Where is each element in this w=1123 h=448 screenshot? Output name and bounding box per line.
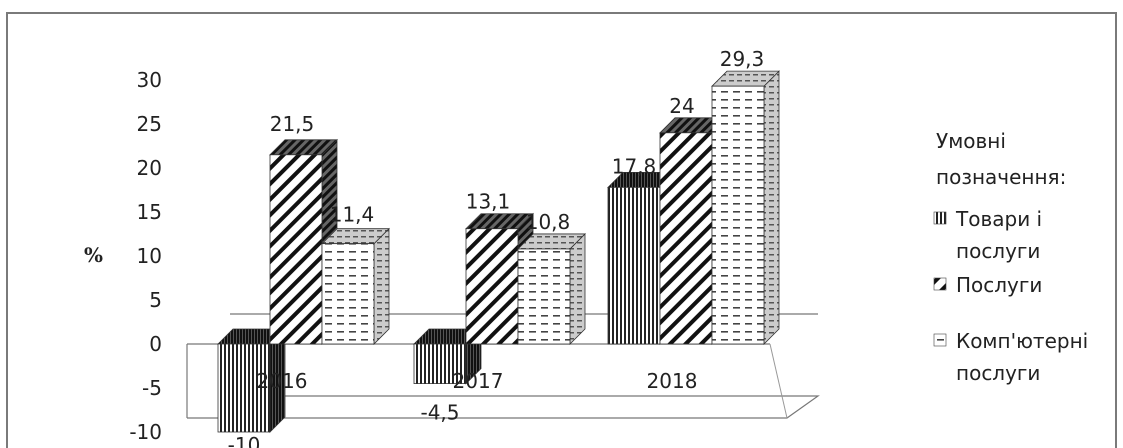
y-axis-title: % [84,243,103,267]
bar-front-face [711,85,765,345]
right-floor-edge [769,343,788,419]
bar-front-face [269,154,323,345]
legend-title: Умовні [936,129,1006,153]
bar-3-2017 [517,232,586,345]
data-label: 13,1 [466,190,511,214]
y-tick-label: 5 [149,288,162,312]
legend-entry: Товари і послуги [933,207,1042,263]
data-label: 11,4 [330,203,375,227]
data-labels: -10 21,5 11,4 -4,5 13,1 10,8 17,8 24 29,3 [228,47,765,448]
bar-front-face [607,186,661,345]
y-tick-label: -5 [142,376,162,400]
category-labels: 2016 2017 2018 [257,369,698,393]
y-tick-label: -10 [129,420,162,444]
chart-bars [217,70,780,433]
bar-front-face [465,228,519,345]
y-tick-label: 10 [137,244,162,268]
data-label: 10,8 [526,210,571,234]
y-axis-ticks: 30 25 20 15 10 5 0 -5 -10 [129,68,162,444]
data-label: 21,5 [270,112,315,136]
y-tick-label: 20 [137,156,162,180]
bar-side-face [373,227,390,345]
bar-front-face [321,243,375,345]
data-label: -10 [228,433,261,448]
legend-swatch [933,211,947,225]
bar-front-face [413,343,467,384]
legend-label: Товари і [955,207,1042,231]
category-label: 2017 [453,369,504,393]
data-label: -4,5 [420,401,459,425]
bar-front-face [659,132,713,345]
legend-label: Комп'ютерні [956,329,1088,353]
data-label: 29,3 [720,47,765,71]
data-label: 17,8 [612,154,657,178]
legend-swatch [933,277,947,291]
bar-front-face [517,248,571,345]
bar-3-2016 [321,227,390,345]
floor-outline [187,395,820,419]
chart-legend: Умовні позначення: Товари і послуги Послуги К… [933,129,1088,385]
y-tick-label: 15 [137,200,162,224]
legend-entry: Комп'ютерні послуги [933,329,1088,385]
legend-swatch [933,333,947,347]
chart-frame [6,12,1117,448]
bar-side-face [569,232,586,345]
y-tick-label: 25 [137,112,162,136]
bar-3-2018 [711,70,780,345]
bar-side-face [763,70,780,345]
category-label: 2018 [647,369,698,393]
legend-label: послуги [956,361,1040,385]
legend-label: послуги [956,239,1040,263]
y-tick-label: 30 [137,68,162,92]
data-label: 24 [669,94,694,118]
category-label: 2016 [257,369,308,393]
y-tick-label: 0 [149,332,162,356]
bar-front-face [217,343,271,433]
legend-label: Послуги [956,273,1042,297]
legend-title: позначення: [936,165,1066,189]
legend-entry: Послуги [933,273,1042,297]
